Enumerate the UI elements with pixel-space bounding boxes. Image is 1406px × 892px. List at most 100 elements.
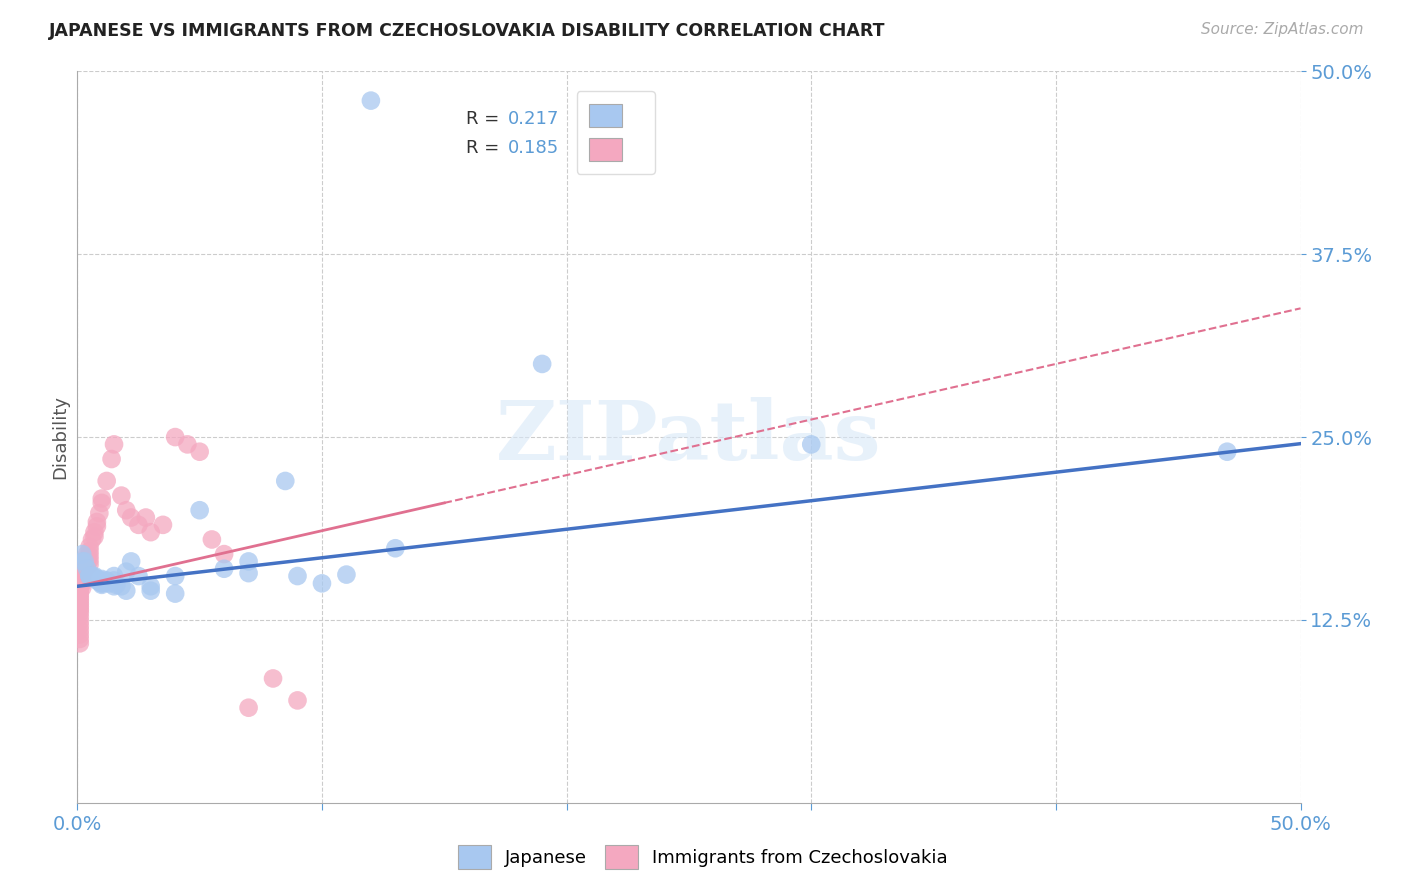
- Point: [83, 525, 105, 540]
- Point: [70, 576, 93, 591]
- Point: [103, 574, 125, 588]
- Point: [69, 591, 91, 605]
- Text: JAPANESE VS IMMIGRANTS FROM CZECHOSLOVAKIA DISABILITY CORRELATION CHART: JAPANESE VS IMMIGRANTS FROM CZECHOSLOVAK…: [49, 22, 886, 40]
- Point: [70, 567, 93, 582]
- Point: [69, 632, 91, 646]
- Point: [90, 491, 112, 506]
- Point: [69, 588, 91, 602]
- Point: [139, 583, 162, 598]
- Point: [86, 515, 108, 529]
- Point: [1216, 444, 1239, 458]
- Point: [115, 565, 138, 579]
- Point: [76, 551, 98, 566]
- Point: [79, 544, 101, 558]
- Point: [76, 547, 98, 561]
- Legend: Japanese, Immigrants from Czechoslovakia: Japanese, Immigrants from Czechoslovakia: [451, 838, 955, 876]
- Point: [800, 437, 823, 451]
- Point: [188, 444, 211, 458]
- Legend:  ,  : ,: [576, 91, 655, 174]
- Point: [360, 94, 382, 108]
- Point: [69, 594, 91, 608]
- Point: [73, 554, 96, 568]
- Point: [212, 562, 235, 576]
- Point: [70, 554, 93, 568]
- Point: [127, 569, 149, 583]
- Point: [139, 525, 162, 540]
- Text: R =: R =: [467, 139, 505, 157]
- Point: [70, 562, 93, 576]
- Point: [70, 572, 93, 586]
- Point: [531, 357, 554, 371]
- Point: [69, 615, 91, 629]
- Text: ZIPatlas: ZIPatlas: [496, 397, 882, 477]
- Point: [76, 556, 98, 570]
- Point: [86, 572, 108, 586]
- Point: [69, 582, 91, 597]
- Point: [165, 569, 187, 583]
- Point: [262, 672, 284, 686]
- Point: [110, 489, 132, 503]
- Point: [335, 567, 357, 582]
- Point: [76, 562, 98, 576]
- Point: [384, 541, 406, 556]
- Point: [80, 569, 103, 583]
- Point: [152, 517, 174, 532]
- Point: [69, 603, 91, 617]
- Point: [103, 437, 125, 451]
- Point: [79, 569, 101, 583]
- Point: [83, 570, 105, 584]
- Point: [79, 540, 101, 554]
- Point: [110, 579, 132, 593]
- Text: 0.217: 0.217: [508, 110, 560, 128]
- Point: [176, 437, 198, 451]
- Point: [69, 610, 91, 624]
- Point: [69, 576, 91, 591]
- Point: [70, 547, 93, 561]
- Point: [120, 510, 142, 524]
- Point: [86, 574, 108, 588]
- Point: [238, 554, 260, 568]
- Point: [79, 569, 101, 583]
- Point: [69, 585, 91, 599]
- Point: [73, 554, 96, 568]
- Point: [90, 574, 112, 588]
- Point: [201, 533, 224, 547]
- Point: [69, 623, 91, 637]
- Text: N =: N =: [585, 110, 624, 128]
- Text: Source: ZipAtlas.com: Source: ZipAtlas.com: [1201, 22, 1364, 37]
- Point: [274, 474, 297, 488]
- Point: [69, 599, 91, 614]
- Point: [79, 553, 101, 567]
- Point: [135, 510, 157, 524]
- Point: [83, 530, 105, 544]
- Point: [120, 554, 142, 568]
- Point: [287, 693, 309, 707]
- Point: [103, 579, 125, 593]
- Point: [165, 586, 187, 600]
- Point: [69, 569, 91, 583]
- Point: [96, 574, 118, 588]
- Point: [73, 563, 96, 577]
- Point: [79, 569, 101, 583]
- Point: [100, 452, 122, 467]
- Point: [69, 579, 91, 593]
- Text: 46: 46: [619, 110, 644, 128]
- Point: [90, 578, 112, 592]
- Point: [238, 566, 260, 581]
- Point: [90, 572, 112, 586]
- Point: [98, 576, 121, 591]
- Point: [69, 636, 91, 650]
- Point: [70, 581, 93, 595]
- Point: [127, 517, 149, 532]
- Text: N =: N =: [585, 139, 624, 157]
- Point: [69, 572, 91, 586]
- Point: [165, 430, 187, 444]
- Point: [105, 578, 128, 592]
- Point: [79, 558, 101, 572]
- Point: [86, 519, 108, 533]
- Text: 63: 63: [619, 139, 644, 157]
- Y-axis label: Disability: Disability: [51, 395, 69, 479]
- Point: [89, 574, 111, 589]
- Point: [238, 700, 260, 714]
- Point: [96, 474, 118, 488]
